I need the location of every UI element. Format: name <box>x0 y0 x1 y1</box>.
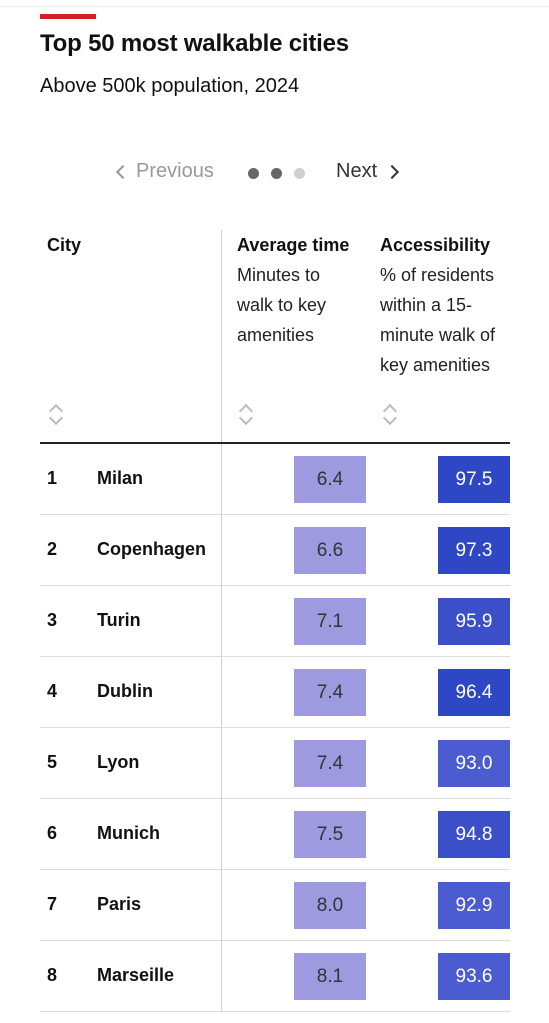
table-row: 4 Dublin 7.4 96.4 <box>40 657 510 728</box>
row-rank: 2 <box>47 539 58 559</box>
row-divider <box>221 870 222 940</box>
table-row: 5 Lyon 7.4 93.0 <box>40 728 510 799</box>
column-header-city[interactable]: City <box>47 230 81 260</box>
accessibility-cell: 93.6 <box>438 953 510 1000</box>
row-rank: 8 <box>47 965 58 985</box>
row-city: Turin <box>97 610 141 630</box>
previous-button[interactable]: Previous <box>112 160 214 183</box>
sort-updown-icon[interactable] <box>48 402 64 428</box>
sort-updown-icon[interactable] <box>382 402 398 428</box>
row-city: Copenhagen <box>97 539 207 559</box>
page-subtitle: Above 500k population, 2024 <box>40 75 300 97</box>
row-city: Munich <box>97 823 160 843</box>
chevron-left-icon <box>115 164 131 179</box>
row-rank: 1 <box>47 468 58 488</box>
accessibility-cell: 93.0 <box>438 740 510 787</box>
page-dots <box>248 168 305 179</box>
row-divider <box>221 799 222 869</box>
row-city: Marseille <box>97 965 175 985</box>
average-time-cell: 8.0 <box>294 882 366 929</box>
column-desc-line: Minutes to <box>237 265 321 285</box>
average-time-cell: 7.4 <box>294 669 366 716</box>
pagination: Previous Next <box>0 160 549 188</box>
column-desc-line: amenities <box>237 325 315 345</box>
header-rule <box>40 442 510 444</box>
table-row: 3 Turin 7.1 95.9 <box>40 586 510 657</box>
accent-bar <box>40 14 96 19</box>
accessibility-cell: 92.9 <box>438 882 510 929</box>
page-dot-1[interactable] <box>248 168 259 179</box>
table-row: 8 Marseille 8.1 93.6 <box>40 941 510 1012</box>
row-rank: 3 <box>47 610 58 630</box>
column-desc-line: key amenities <box>380 355 491 375</box>
page-dot-2[interactable] <box>271 168 282 179</box>
average-time-cell: 8.1 <box>294 953 366 1000</box>
row-divider <box>221 657 222 727</box>
top-rule <box>0 6 549 7</box>
page-title: Top 50 most walkable cities <box>40 30 349 57</box>
row-divider <box>221 444 222 514</box>
table-row: 6 Munich 7.5 94.8 <box>40 799 510 870</box>
accessibility-cell: 96.4 <box>438 669 510 716</box>
row-divider <box>221 728 222 798</box>
accessibility-cell: 94.8 <box>438 811 510 858</box>
row-divider <box>221 586 222 656</box>
accessibility-cell: 97.5 <box>438 456 510 503</box>
row-rank: 6 <box>47 823 58 843</box>
column-title-average-time: Average time <box>237 235 350 255</box>
row-rank: 5 <box>47 752 58 772</box>
next-label: Next <box>336 160 378 182</box>
column-title-accessibility: Accessibility <box>380 235 491 255</box>
average-time-cell: 7.4 <box>294 740 366 787</box>
page-dot-3[interactable] <box>294 168 305 179</box>
row-rank: 4 <box>47 681 58 701</box>
column-desc-line: walk to key <box>237 295 327 315</box>
row-divider <box>221 941 222 1011</box>
row-rank: 7 <box>47 894 58 914</box>
column-divider <box>221 230 222 444</box>
row-city: Dublin <box>97 681 153 701</box>
table-row: 2 Copenhagen 6.6 97.3 <box>40 515 510 586</box>
table-body: 1 Milan 6.4 97.5 2 Copenhagen 6.6 97.3 3 Turin 7.1… <box>40 444 510 1012</box>
accessibility-cell: 97.3 <box>438 527 510 574</box>
average-time-cell: 6.4 <box>294 456 366 503</box>
column-header-average-time[interactable]: Average time Minutes to walk to key amen… <box>237 230 367 350</box>
column-title-city: City <box>47 235 82 255</box>
row-city: Milan <box>97 468 144 488</box>
row-city: Lyon <box>97 752 140 772</box>
average-time-cell: 6.6 <box>294 527 366 574</box>
previous-label: Previous <box>136 160 214 182</box>
table-row: 7 Paris 8.0 92.9 <box>40 870 510 941</box>
sort-updown-icon[interactable] <box>238 402 254 428</box>
row-divider <box>221 515 222 585</box>
chevron-right-icon <box>385 164 400 179</box>
column-header-accessibility[interactable]: Accessibility % of residents within a 15… <box>380 230 515 380</box>
row-city: Paris <box>97 894 142 914</box>
column-desc-line: within a 15- <box>380 295 473 315</box>
accessibility-cell: 95.9 <box>438 598 510 645</box>
average-time-cell: 7.1 <box>294 598 366 645</box>
next-button[interactable]: Next <box>336 160 403 183</box>
column-desc-line: % of residents <box>380 265 495 285</box>
column-desc-line: minute walk of <box>380 325 496 345</box>
average-time-cell: 7.5 <box>294 811 366 858</box>
table-row: 1 Milan 6.4 97.5 <box>40 444 510 515</box>
